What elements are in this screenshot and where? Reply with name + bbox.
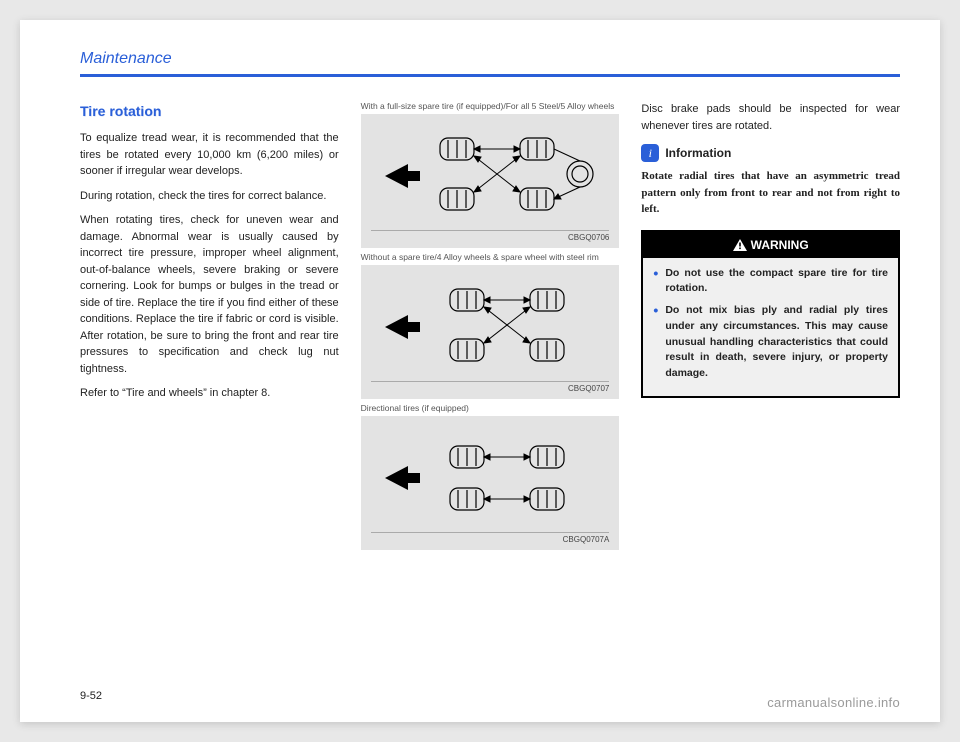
diagram-caption: Without a spare tire/4 Alloy wheels & sp…	[361, 252, 620, 263]
column-3: Disc brake pads should be inspected for …	[641, 101, 900, 702]
diagram-block-2: Without a spare tire/4 Alloy wheels & sp…	[361, 252, 620, 399]
warning-item: Do not use the compact spare tire for ti…	[653, 266, 888, 298]
warning-box: WARNING Do not use the compact spare tir…	[641, 230, 900, 398]
column-1: Tire rotation To equalize tread wear, it…	[80, 101, 339, 702]
section-title-tire-rotation: Tire rotation	[80, 101, 339, 122]
information-text: Rotate radial tires that have an asym­me…	[641, 168, 900, 218]
paragraph: When rotating tires, check for uneven we…	[80, 212, 339, 377]
paragraph: To equalize tread wear, it is recom­mend…	[80, 130, 339, 180]
diagram-code: CBGQ0707	[371, 381, 610, 395]
info-icon: i	[641, 144, 659, 162]
warning-header: WARNING	[643, 232, 898, 258]
column-2: With a full-size spare tire (if equipped…	[361, 101, 620, 702]
manual-page: Maintenance Tire rotation To equalize tr…	[20, 20, 940, 722]
info-label: Information	[665, 144, 731, 162]
warning-triangle-icon	[733, 239, 747, 251]
content-columns: Tire rotation To equalize tread wear, it…	[80, 101, 900, 702]
paragraph: Disc brake pads should be inspected for …	[641, 101, 900, 134]
diagram-directional-tire-rotation: CBGQ0707A	[361, 416, 620, 550]
rotation-diagram-svg	[380, 126, 600, 226]
diagram-code: CBGQ0707A	[371, 532, 610, 546]
diagram-block-1: With a full-size spare tire (if equipped…	[361, 101, 620, 248]
chapter-title: Maintenance	[80, 50, 900, 68]
warning-item: Do not mix bias ply and radial ply tires…	[653, 303, 888, 382]
rotation-diagram-svg	[380, 428, 600, 528]
diagram-code: CBGQ0706	[371, 230, 610, 244]
information-heading: i Information	[641, 144, 900, 162]
diagram-five-tire-rotation: CBGQ0706	[361, 114, 620, 248]
header-rule	[80, 74, 900, 77]
warning-title: WARNING	[751, 236, 809, 254]
watermark: carmanualsonline.info	[767, 695, 900, 710]
paragraph: During rotation, check the tires for cor…	[80, 188, 339, 205]
diagram-caption: With a full-size spare tire (if equipped…	[361, 101, 620, 112]
page-number: 9-52	[80, 690, 102, 702]
paragraph: Refer to “Tire and wheels” in chapter 8.	[80, 385, 339, 402]
diagram-caption: Directional tires (if equipped)	[361, 403, 620, 414]
warning-body: Do not use the compact spare tire for ti…	[643, 258, 898, 396]
diagram-block-3: Directional tires (if equipped)	[361, 403, 620, 550]
rotation-diagram-svg	[380, 277, 600, 377]
diagram-four-tire-rotation: CBGQ0707	[361, 265, 620, 399]
